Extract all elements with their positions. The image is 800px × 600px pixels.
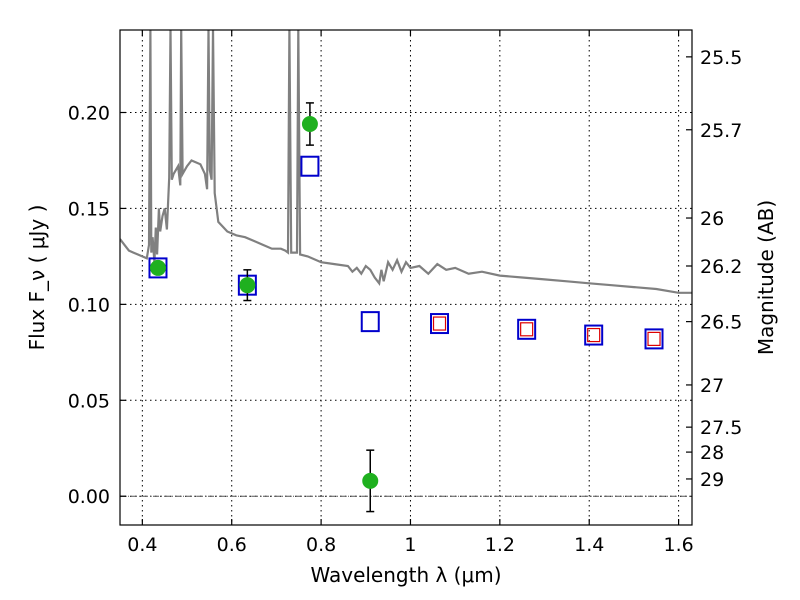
model-photometry-inner-box xyxy=(432,316,447,331)
right-axis-label: Magnitude (AB) xyxy=(754,200,778,355)
observed-flux-point xyxy=(301,116,318,133)
right-tick-label: 29 xyxy=(700,469,724,491)
observed-flux-point xyxy=(239,277,256,294)
y-axis-ticks: 0.00 0.05 0.10 0.15 0.20 xyxy=(68,103,126,508)
model-photometry-markers xyxy=(148,155,664,350)
y-tick-label: 0.00 xyxy=(68,486,110,508)
model-photometry-box xyxy=(360,311,380,333)
right-tick-label: 27 xyxy=(700,375,724,397)
y-tick-label: 0.15 xyxy=(68,198,110,220)
x-tick-label: 1 xyxy=(404,534,416,556)
right-tick-label: 26.2 xyxy=(700,256,742,278)
right-tick-label: 26 xyxy=(700,208,724,230)
grid-lines xyxy=(120,30,692,525)
x-axis-ticks: 0.4 0.6 0.8 1 1.2 1.4 1.6 xyxy=(127,30,694,556)
x-tick-label: 0.8 xyxy=(306,534,336,556)
right-axis-ticks: 25.5 25.7 26 26.2 26.5 27 27.5 28 29 xyxy=(686,47,742,491)
x-tick-label: 1.4 xyxy=(574,534,604,556)
model-photometry-inner-box xyxy=(587,327,601,343)
observed-flux-point xyxy=(362,472,379,489)
x-tick-label: 1.2 xyxy=(485,534,515,556)
model-photometry-inner-box xyxy=(520,322,534,337)
model-photometry-box xyxy=(517,318,537,340)
y-tick-label: 0.20 xyxy=(68,103,110,125)
x-tick-label: 0.4 xyxy=(127,534,157,556)
model-photometry-box xyxy=(644,328,664,350)
model-photometry-box xyxy=(584,324,604,346)
x-tick-label: 0.6 xyxy=(217,534,247,556)
x-tick-label: 1.6 xyxy=(663,534,693,556)
y-tick-label: 0.05 xyxy=(68,390,110,412)
model-photometry-box xyxy=(430,313,450,335)
observed-flux-markers xyxy=(149,116,379,489)
right-tick-label: 27.5 xyxy=(700,417,742,439)
right-tick-label: 26.5 xyxy=(700,312,742,334)
observed-flux-point xyxy=(149,259,166,276)
y-axis-label: Flux F_ν ( μJy ) xyxy=(25,205,49,351)
sed-model-line xyxy=(120,30,692,294)
x-axis-label: Wavelength λ (μm) xyxy=(310,563,501,587)
right-tick-label: 25.7 xyxy=(700,120,742,142)
y-tick-label: 0.10 xyxy=(68,294,110,316)
right-tick-label: 28 xyxy=(700,442,724,464)
model-photometry-inner-box xyxy=(647,331,661,346)
model-photometry-box xyxy=(148,257,168,279)
plot-frame xyxy=(119,29,693,526)
right-tick-label: 25.5 xyxy=(700,47,742,69)
model-photometry-inner-markers xyxy=(432,316,661,346)
model-photometry-box xyxy=(300,155,320,177)
observed-errorbars xyxy=(243,102,375,513)
plot-area xyxy=(120,30,692,513)
